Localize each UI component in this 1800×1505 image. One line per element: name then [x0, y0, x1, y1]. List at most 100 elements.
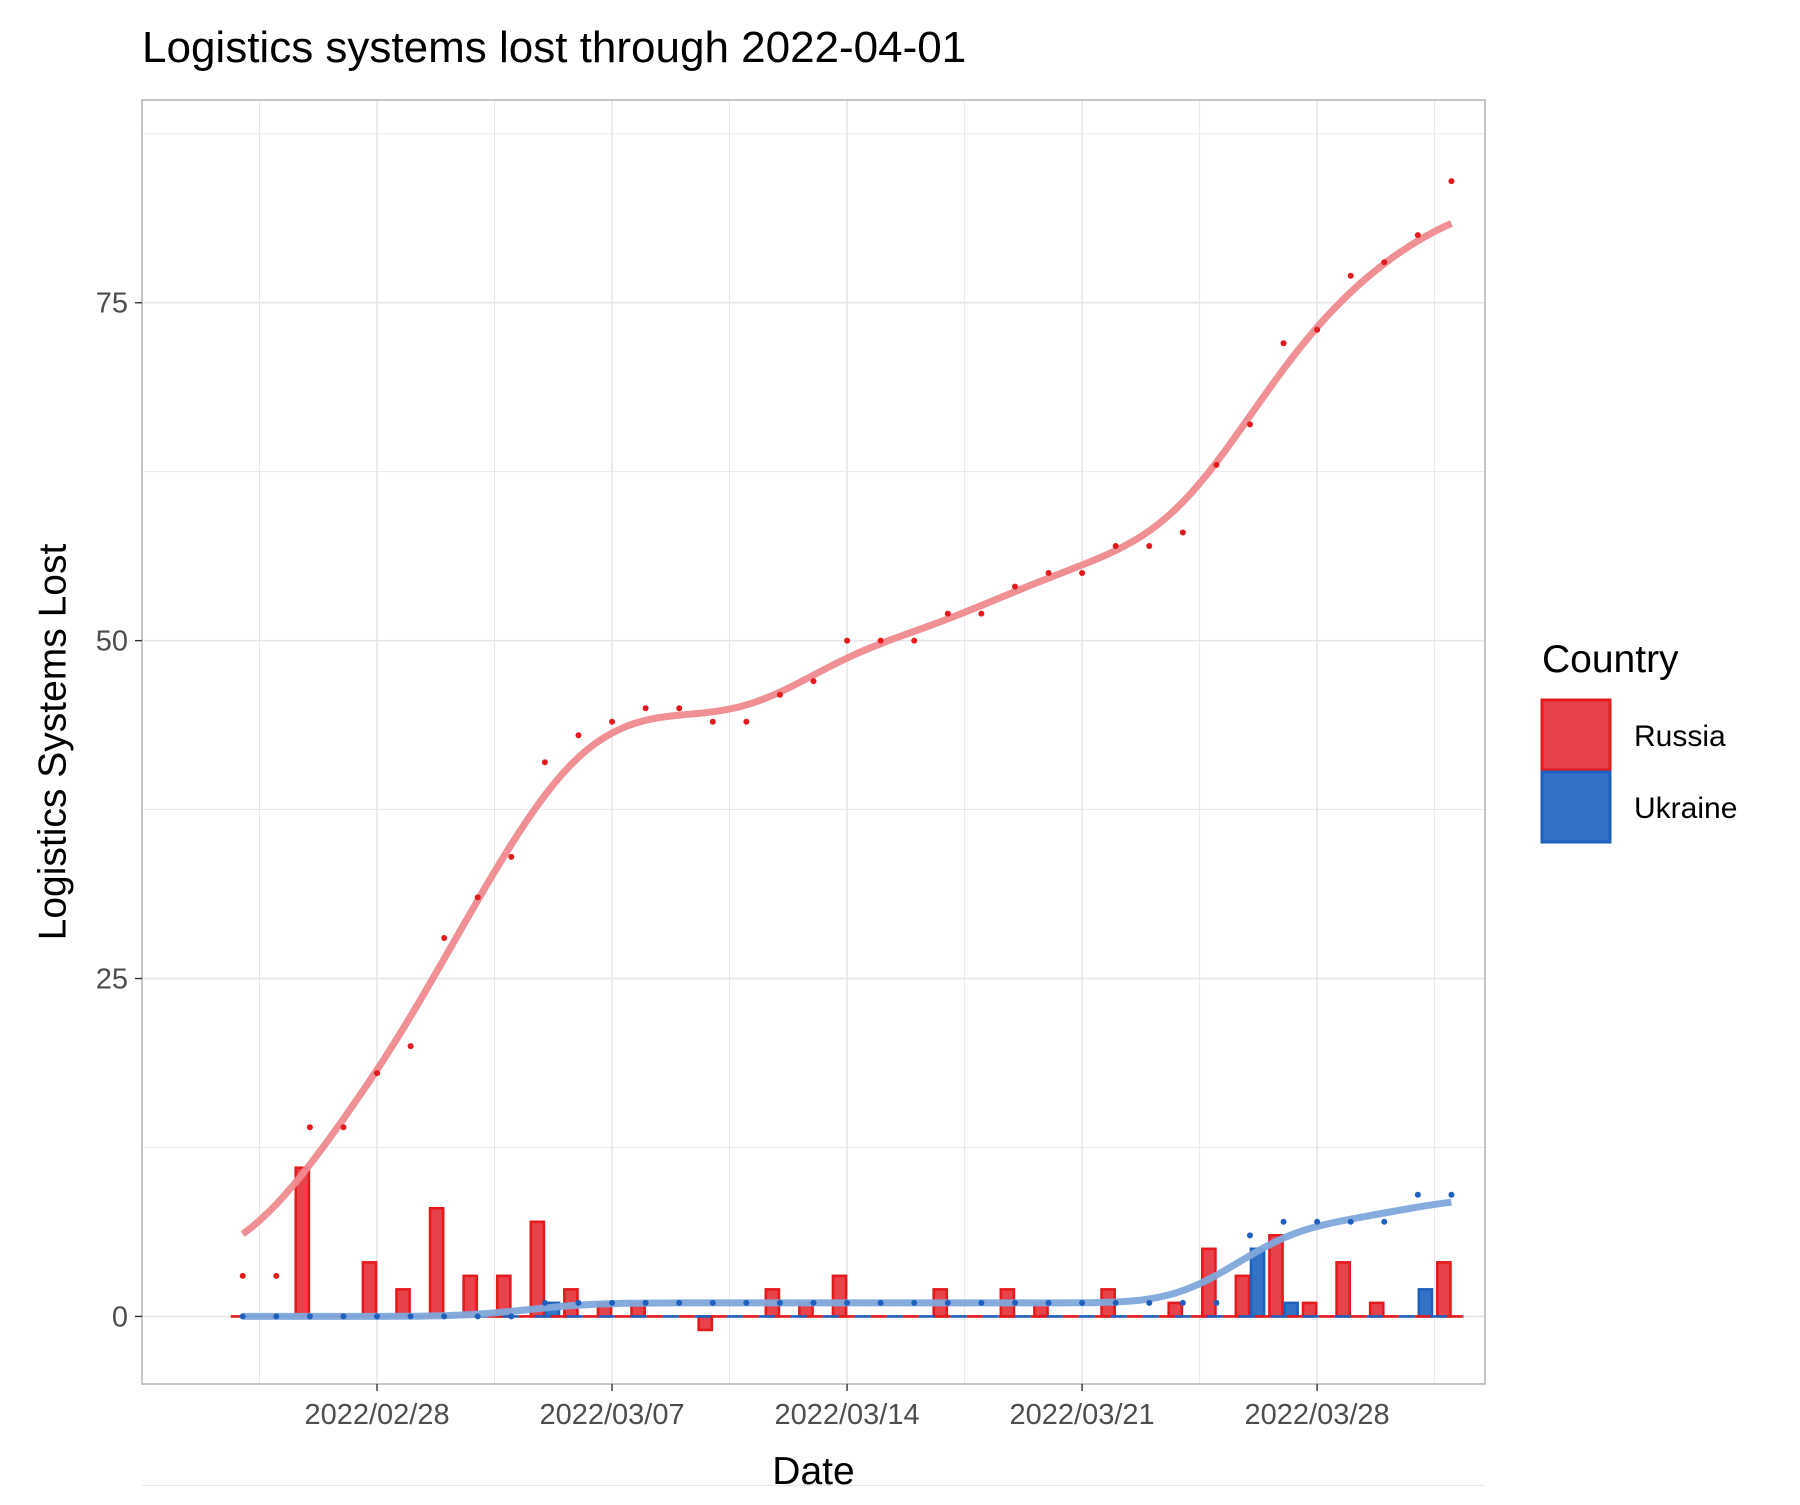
point-ukraine — [642, 1299, 649, 1306]
bars — [294, 1166, 1452, 1332]
point-ukraine — [609, 1299, 616, 1306]
point-ukraine — [474, 1313, 481, 1320]
point-ukraine — [273, 1313, 280, 1320]
y-tick-label: 0 — [112, 1301, 128, 1333]
legend-title: Country — [1542, 638, 1679, 681]
point-ukraine — [374, 1313, 381, 1320]
point-russia — [1079, 570, 1086, 577]
point-russia — [642, 705, 649, 712]
point-ukraine — [1246, 1232, 1253, 1239]
point-ukraine — [575, 1299, 582, 1306]
point-russia — [1246, 421, 1253, 428]
point-russia — [810, 678, 817, 685]
point-ukraine — [1213, 1299, 1220, 1306]
point-russia — [575, 732, 582, 739]
bar-russia — [1335, 1261, 1352, 1318]
bar-russia — [361, 1261, 378, 1318]
bar-ukraine — [1283, 1301, 1299, 1318]
bar-russia — [428, 1206, 445, 1318]
point-ukraine — [1414, 1191, 1421, 1198]
point-russia — [1179, 529, 1186, 536]
bar-russia — [1368, 1301, 1385, 1318]
y-tick-label: 50 — [96, 626, 128, 658]
point-russia — [1045, 570, 1052, 577]
point-ukraine — [978, 1299, 985, 1306]
point-russia — [609, 718, 616, 725]
point-russia — [743, 718, 750, 725]
point-ukraine — [1146, 1299, 1153, 1306]
x-tick-label: 2022/02/28 — [304, 1399, 449, 1431]
bar-ukraine — [1249, 1247, 1266, 1318]
x-tick-label: 2022/03/07 — [539, 1399, 684, 1431]
point-russia — [1280, 340, 1287, 347]
point-russia — [340, 1124, 347, 1131]
point-ukraine — [944, 1299, 951, 1306]
grid — [141, 100, 1485, 1486]
point-ukraine — [1314, 1218, 1321, 1225]
point-ukraine — [1011, 1299, 1018, 1306]
plot-panel-border — [141, 99, 1486, 1385]
bar-russia — [831, 1274, 848, 1318]
point-russia — [541, 759, 548, 766]
point-ukraine — [306, 1313, 313, 1320]
point-russia — [273, 1272, 280, 1279]
bar-russia — [529, 1220, 546, 1318]
bar-russia — [697, 1315, 714, 1332]
legend-key-ukraine — [1540, 770, 1612, 844]
point-russia — [1314, 326, 1321, 333]
point-ukraine — [1112, 1299, 1119, 1306]
point-russia — [407, 1043, 414, 1050]
point-ukraine — [709, 1299, 716, 1306]
bar-ukraine — [1417, 1288, 1434, 1318]
point-ukraine — [441, 1313, 448, 1320]
legend-key-russia — [1540, 698, 1612, 772]
point-ukraine — [776, 1299, 783, 1306]
point-russia — [1414, 232, 1421, 239]
x-tick-label: 2022/03/28 — [1245, 1399, 1390, 1431]
point-ukraine — [1347, 1218, 1354, 1225]
point-russia — [709, 718, 716, 725]
smooth-line-russia — [240, 220, 1453, 1237]
point-russia — [474, 894, 481, 901]
point-russia — [1381, 259, 1388, 266]
x-tick-label: 2022/03/14 — [774, 1399, 919, 1431]
y-axis-title: Logistics Systems Lost — [32, 544, 75, 941]
point-russia — [1011, 583, 1018, 590]
point-russia — [944, 610, 951, 617]
point-ukraine — [1280, 1218, 1287, 1225]
bar-russia — [294, 1166, 311, 1318]
point-ukraine — [239, 1313, 246, 1320]
point-ukraine — [1079, 1299, 1086, 1306]
point-russia — [441, 934, 448, 941]
point-russia — [239, 1272, 246, 1279]
y-tick-label: 25 — [96, 964, 128, 996]
legend-label-russia: Russia — [1634, 720, 1726, 753]
point-russia — [1448, 178, 1455, 185]
bar-russia — [1167, 1301, 1184, 1318]
point-ukraine — [1045, 1299, 1052, 1306]
bar-russia — [1301, 1301, 1318, 1318]
point-russia — [844, 637, 851, 644]
point-russia — [877, 637, 884, 644]
legend: Country Russia Ukraine — [1540, 638, 1737, 844]
point-russia — [1213, 461, 1220, 468]
point-ukraine — [877, 1299, 884, 1306]
point-russia — [911, 637, 918, 644]
axis-ticks: 0 25 50 75 2022/02/28 2022/03/07 2022/03/14 202… — [96, 288, 1390, 1431]
point-russia — [508, 853, 515, 860]
chart-title: Logistics systems lost through 2022-04-0… — [142, 23, 966, 72]
point-russia — [776, 691, 783, 698]
y-tick-label: 75 — [96, 288, 128, 320]
point-ukraine — [1179, 1299, 1186, 1306]
point-russia — [1112, 543, 1119, 550]
point-ukraine — [407, 1313, 414, 1320]
point-russia — [306, 1124, 313, 1131]
bar-russia — [1234, 1274, 1251, 1318]
point-ukraine — [1448, 1191, 1455, 1198]
point-ukraine — [844, 1299, 851, 1306]
legend-label-ukraine: Ukraine — [1634, 792, 1737, 825]
point-russia — [374, 1070, 381, 1077]
bar-russia — [395, 1288, 411, 1318]
